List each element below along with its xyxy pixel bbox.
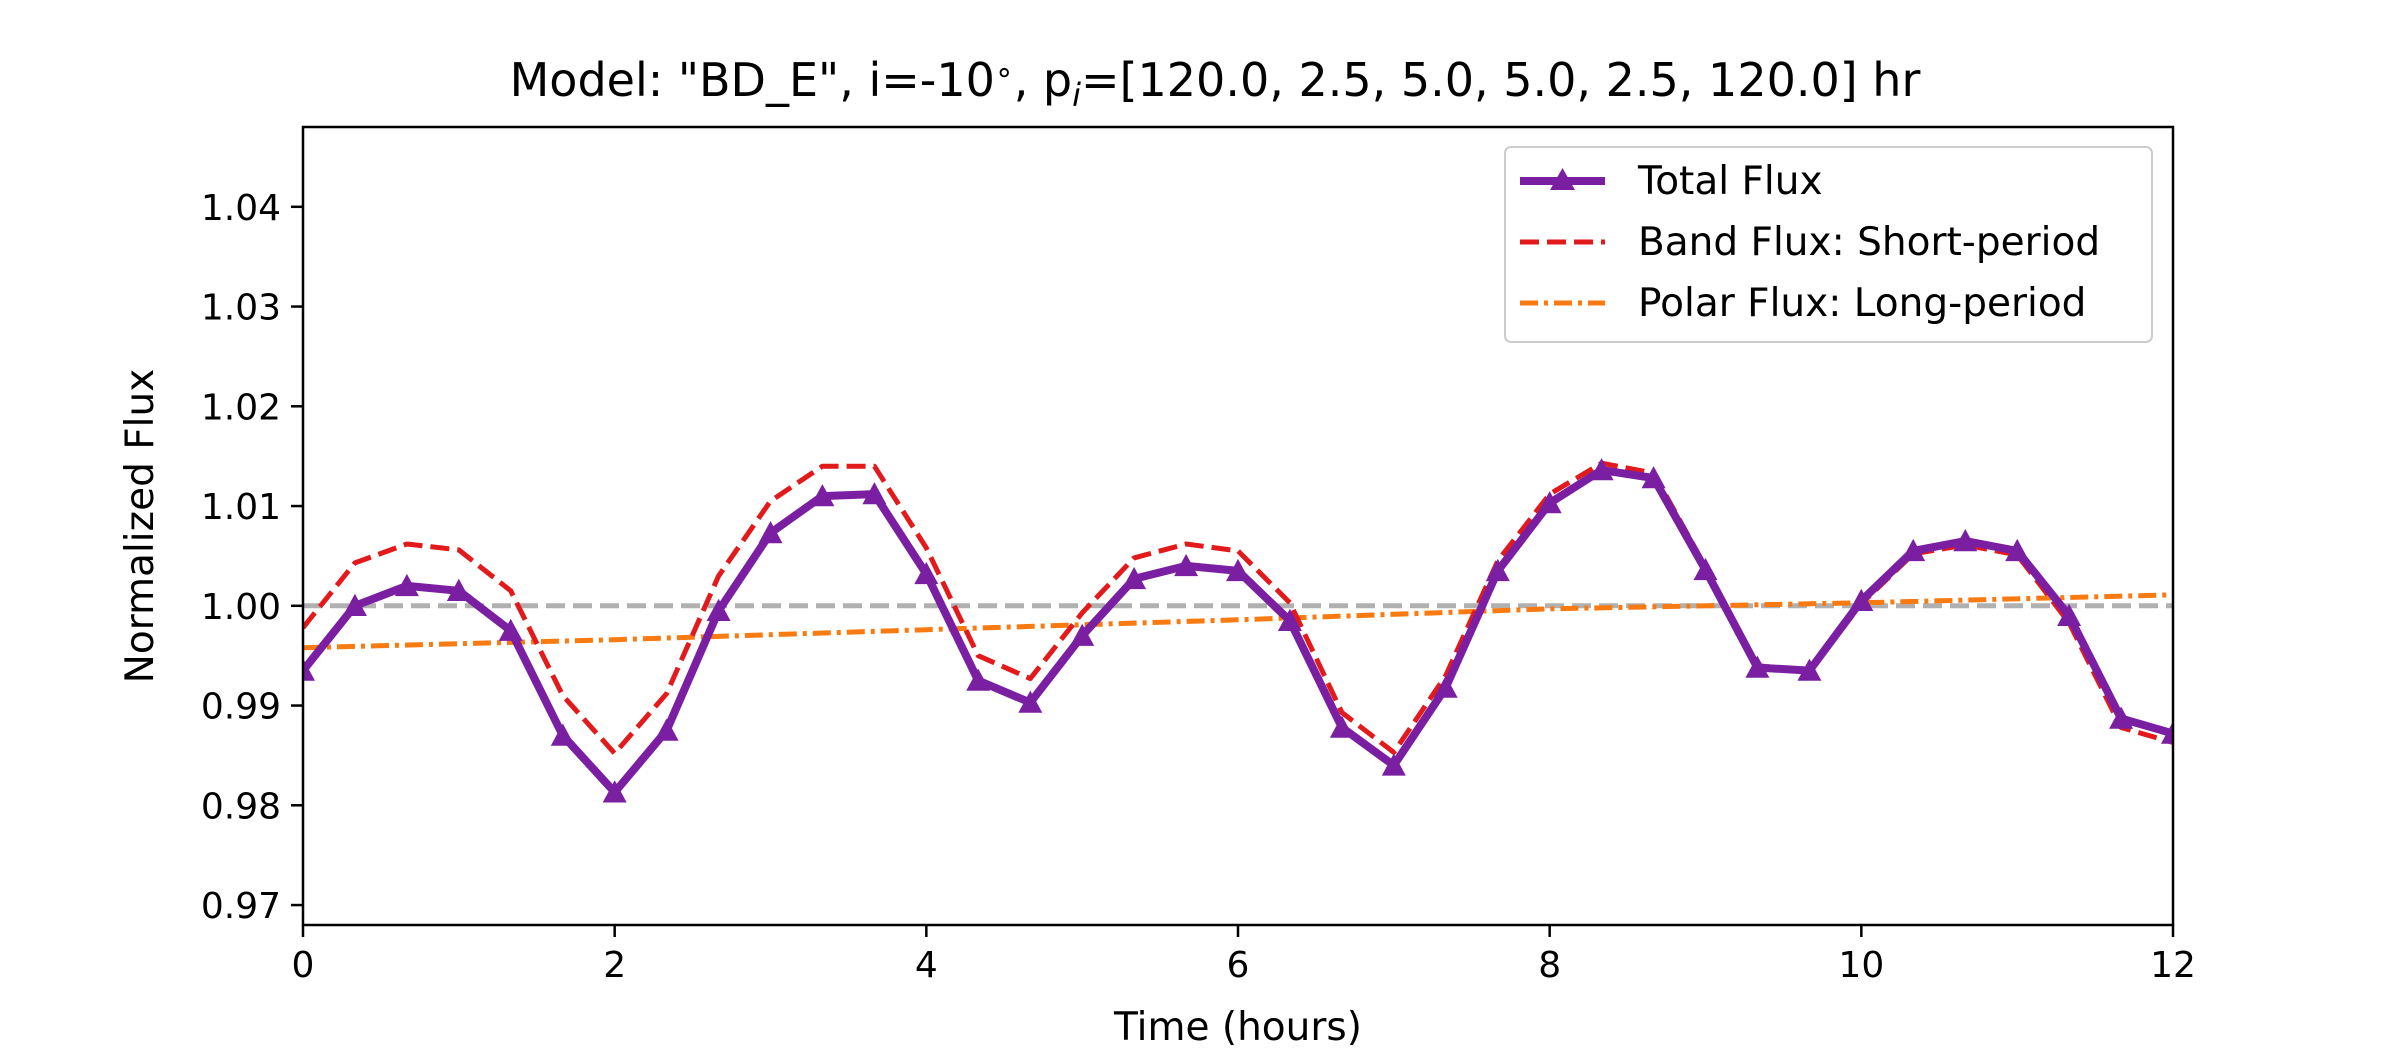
data-point-marker xyxy=(1589,458,1614,481)
x-axis: 0 2 4 6 8 10 12 xyxy=(292,925,2196,986)
data-point-marker xyxy=(446,578,471,601)
x-tick-label: 10 xyxy=(1838,945,1884,986)
chart-title-subscript: i xyxy=(1072,76,1081,114)
data-point-marker xyxy=(966,668,991,691)
data-point-marker xyxy=(1537,491,1562,514)
data-point-marker xyxy=(550,723,575,746)
series-line-polar-flux-long-period xyxy=(303,592,2173,651)
data-point-marker xyxy=(1070,623,1095,646)
data-point-marker xyxy=(303,658,315,681)
data-point-marker xyxy=(706,598,731,621)
legend-marker-total-icon xyxy=(1550,168,1575,190)
data-point-marker xyxy=(914,561,939,585)
data-point-marker xyxy=(602,780,627,803)
data-point-marker xyxy=(1641,466,1666,489)
x-tick-label: 0 xyxy=(292,945,315,986)
data-point-marker xyxy=(1797,658,1822,681)
data-point-marker xyxy=(1174,553,1199,577)
data-point-marker xyxy=(1226,558,1250,582)
y-axis: 0.97 0.98 0.99 1.00 1.01 1.02 1.03 1.04 xyxy=(201,188,303,927)
data-point-marker xyxy=(2109,706,2134,729)
data-point-marker xyxy=(1122,566,1147,590)
marker-layer xyxy=(303,458,2173,803)
data-point-marker xyxy=(1953,529,1978,552)
y-tick-label: 1.04 xyxy=(201,188,281,229)
x-tick-label: 8 xyxy=(1538,945,1561,986)
data-point-marker xyxy=(1901,538,1926,562)
x-tick-label: 6 xyxy=(1227,945,1250,986)
x-tick-label: 12 xyxy=(2150,945,2196,986)
data-point-marker xyxy=(862,482,887,505)
data-point-marker xyxy=(2005,538,2030,562)
data-point-marker xyxy=(342,593,367,616)
data-point-marker xyxy=(1433,675,1458,698)
chart-title-mid: , p xyxy=(1014,53,1072,107)
data-point-marker xyxy=(1329,715,1354,738)
legend-label-polar: Polar Flux: Long-period xyxy=(1638,281,2086,326)
chart-title: Model: "BD_E", i=-10∘, pi=[120.0, 2.5, 5… xyxy=(510,53,1921,114)
data-point-marker xyxy=(2161,721,2173,744)
data-point-marker xyxy=(1381,753,1406,776)
data-point-marker xyxy=(1693,557,1718,581)
y-tick-label: 1.00 xyxy=(201,587,281,628)
legend-label-total: Total Flux xyxy=(1637,159,1823,204)
x-tick-label: 4 xyxy=(915,945,938,986)
y-tick-label: 1.01 xyxy=(201,487,281,528)
data-point-marker xyxy=(1485,558,1510,582)
chart-title-main: Model: "BD_E", i=-10 xyxy=(510,53,995,107)
y-tick-label: 1.02 xyxy=(201,387,281,428)
data-point-marker xyxy=(810,484,835,507)
data-point-marker xyxy=(498,618,523,641)
y-tick-label: 0.98 xyxy=(201,786,281,827)
data-point-marker xyxy=(394,573,419,597)
legend: Total Flux Band Flux: Short-period Polar… xyxy=(1504,146,2153,343)
legend-box xyxy=(1504,146,2153,343)
data-point-marker xyxy=(758,521,783,544)
data-point-marker xyxy=(1277,608,1302,631)
x-axis-label: Time (hours) xyxy=(1113,1005,1362,1050)
y-tick-label: 0.97 xyxy=(201,886,281,927)
legend-label-band: Band Flux: Short-period xyxy=(1638,220,2100,265)
data-point-marker xyxy=(654,718,679,741)
x-tick-label: 2 xyxy=(603,945,626,986)
chart-title-rest: =[120.0, 2.5, 5.0, 5.0, 2.5, 120.0] hr xyxy=(1081,53,1920,107)
data-point-marker xyxy=(1018,690,1043,713)
chart-title-degree: ∘ xyxy=(995,55,1014,90)
data-point-marker xyxy=(2057,603,2082,626)
y-tick-label: 1.03 xyxy=(201,288,281,329)
y-axis-label: Normalized Flux xyxy=(118,369,163,684)
data-point-marker xyxy=(1849,588,1874,611)
data-point-marker xyxy=(1745,655,1770,678)
y-tick-label: 0.99 xyxy=(201,687,281,728)
